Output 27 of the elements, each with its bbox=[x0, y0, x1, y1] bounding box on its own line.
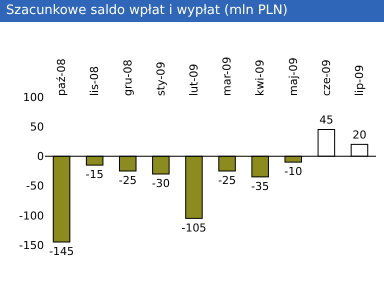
x-tick-label: gru-08 bbox=[121, 60, 134, 96]
y-tick-label: -50 bbox=[26, 180, 44, 193]
y-tick-label: 100 bbox=[23, 90, 44, 104]
y-tick-label: 0 bbox=[37, 150, 44, 164]
x-tick-label: cze-09 bbox=[320, 59, 333, 96]
y-tick-label: -150 bbox=[19, 238, 44, 252]
data-label: -30 bbox=[152, 176, 170, 190]
data-label: -105 bbox=[181, 221, 206, 234]
data-label: -35 bbox=[251, 180, 270, 193]
y-tick-label: -100 bbox=[19, 209, 44, 222]
data-label: -25 bbox=[118, 174, 137, 187]
x-tick-label: lip-09 bbox=[353, 64, 366, 96]
data-label: -25 bbox=[218, 174, 236, 187]
data-label: -10 bbox=[284, 165, 302, 178]
data-label: -15 bbox=[86, 168, 104, 182]
x-tick-label: kwi-09 bbox=[254, 60, 267, 96]
x-tick-label: sty-09 bbox=[154, 62, 168, 96]
x-tick-label: mar-09 bbox=[220, 56, 234, 96]
x-tick-label: maj-09 bbox=[286, 58, 300, 96]
y-tick-label: 50 bbox=[30, 120, 44, 134]
chart-title: Szacunkowe saldo wpłat i wypłat (mln PLN) bbox=[0, 0, 384, 22]
x-tick-label: paź-08 bbox=[55, 58, 68, 96]
data-label: -145 bbox=[49, 245, 74, 258]
data-label: 20 bbox=[352, 128, 366, 142]
x-tick-label: lut-09 bbox=[188, 64, 201, 96]
data-label: 45 bbox=[319, 114, 334, 127]
x-tick-label: lis-08 bbox=[88, 66, 102, 96]
